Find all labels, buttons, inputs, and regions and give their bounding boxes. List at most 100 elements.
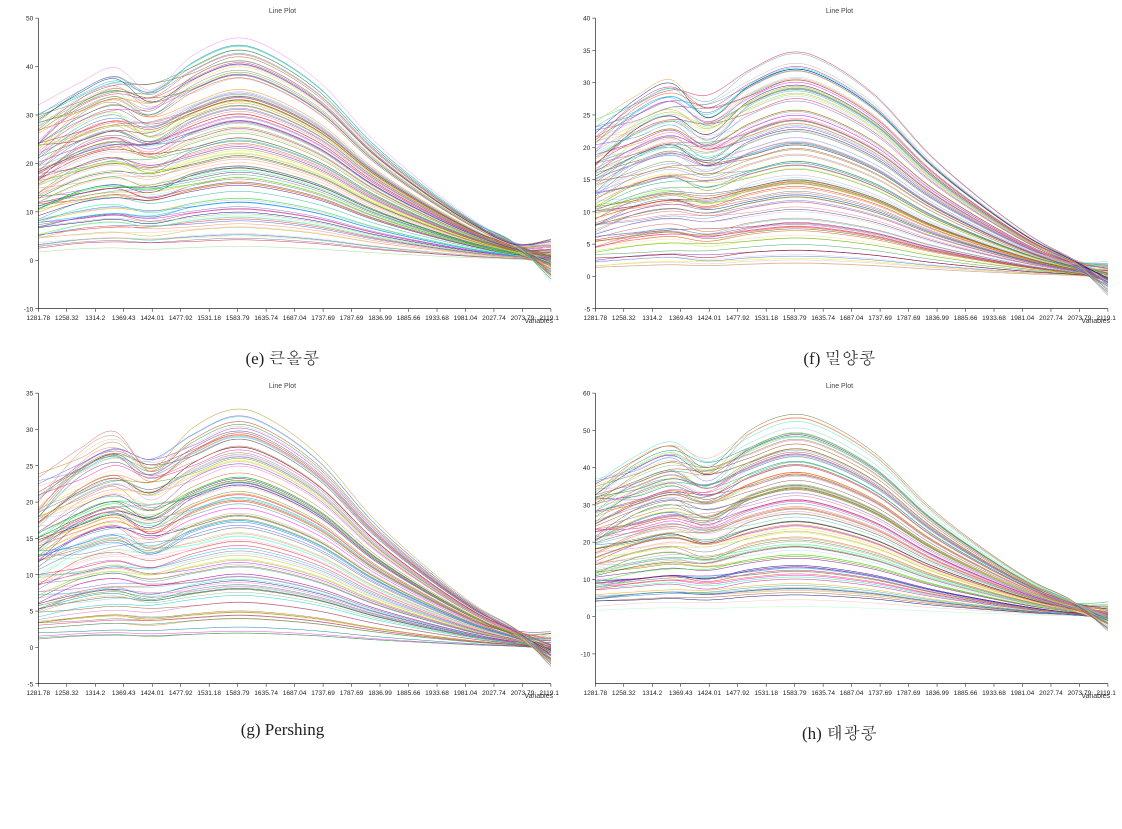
svg-text:1531.18: 1531.18 <box>754 315 778 322</box>
svg-text:-5: -5 <box>27 681 33 688</box>
svg-text:1737.69: 1737.69 <box>311 315 335 322</box>
chart-wrap-h: Line Plot -10 0 10 20 30 40 50 60 1281.78 1258.32… <box>563 381 1116 714</box>
chart-wrap-e: Line Plot -10010203040501281.781258.3213… <box>6 6 559 339</box>
caption-e: (e) 큰올콩 <box>245 345 319 369</box>
chart-title: Line Plot <box>826 383 853 390</box>
svg-text:1477.92: 1477.92 <box>726 315 750 322</box>
svg-text:1981.04: 1981.04 <box>454 690 478 697</box>
x-axis-label: Variables <box>524 693 553 700</box>
svg-text:1314.2: 1314.2 <box>85 315 105 322</box>
svg-text:1635.74: 1635.74 <box>811 315 835 322</box>
svg-text:1787.69: 1787.69 <box>897 690 921 697</box>
svg-text:1885.66: 1885.66 <box>954 315 978 322</box>
chart-title: Line Plot <box>269 383 296 390</box>
svg-text:35: 35 <box>583 48 591 55</box>
svg-text:50: 50 <box>583 428 591 435</box>
svg-text:20: 20 <box>583 540 591 547</box>
svg-text:40: 40 <box>583 465 591 472</box>
svg-text:50: 50 <box>26 16 34 23</box>
chart-title: Line Plot <box>826 8 853 15</box>
svg-text:1314.2: 1314.2 <box>85 690 105 697</box>
svg-text:25: 25 <box>583 113 591 120</box>
svg-text:1424.01: 1424.01 <box>140 315 164 322</box>
svg-text:1933.68: 1933.68 <box>982 690 1006 697</box>
svg-text:0: 0 <box>30 258 34 265</box>
svg-text:1424.01: 1424.01 <box>140 690 164 697</box>
svg-text:20: 20 <box>583 145 591 152</box>
svg-text:1836.99: 1836.99 <box>925 315 949 322</box>
x-axis-label: Variables <box>1081 693 1110 700</box>
svg-text:1583.79: 1583.79 <box>226 315 250 322</box>
svg-text:5: 5 <box>30 609 34 616</box>
svg-text:30: 30 <box>583 502 591 509</box>
svg-text:0: 0 <box>30 645 34 652</box>
svg-text:1369.43: 1369.43 <box>669 690 693 697</box>
svg-text:2027.74: 2027.74 <box>482 690 506 697</box>
svg-text:1477.92: 1477.92 <box>169 690 193 697</box>
svg-text:25: 25 <box>26 463 34 470</box>
svg-text:1369.43: 1369.43 <box>112 315 136 322</box>
svg-text:0: 0 <box>587 274 591 281</box>
svg-text:1424.01: 1424.01 <box>697 315 721 322</box>
svg-text:10: 10 <box>583 577 591 584</box>
svg-text:1477.92: 1477.92 <box>726 690 750 697</box>
svg-text:0: 0 <box>587 614 591 621</box>
svg-text:1687.04: 1687.04 <box>283 690 307 697</box>
svg-text:-5: -5 <box>584 306 590 313</box>
svg-text:1583.79: 1583.79 <box>783 315 807 322</box>
svg-text:1424.01: 1424.01 <box>697 690 721 697</box>
svg-text:1369.43: 1369.43 <box>112 690 136 697</box>
svg-text:1314.2: 1314.2 <box>642 690 662 697</box>
svg-text:1981.04: 1981.04 <box>454 315 478 322</box>
svg-text:10: 10 <box>583 209 591 216</box>
svg-text:1635.74: 1635.74 <box>254 690 278 697</box>
svg-text:20: 20 <box>26 500 34 507</box>
panel-h: Line Plot -10 0 10 20 30 40 50 60 1281.78 1258.32… <box>563 381 1116 754</box>
svg-text:1737.69: 1737.69 <box>868 315 892 322</box>
chart-svg-g: -5051015202530351281.781258.321314.21369… <box>6 381 559 714</box>
x-axis-label: Variables <box>524 318 553 325</box>
panel-f: Line Plot -505101520253035401281.781258.… <box>563 6 1116 379</box>
panel-g: Line Plot -5051015202530351281.781258.32… <box>6 381 559 754</box>
svg-text:1787.69: 1787.69 <box>340 315 364 322</box>
svg-text:20: 20 <box>26 161 34 168</box>
x-axis-label: Variables <box>1081 318 1110 325</box>
svg-text:35: 35 <box>26 391 34 398</box>
svg-text:1687.04: 1687.04 <box>283 315 307 322</box>
panel-e: Line Plot -10010203040501281.781258.3213… <box>6 6 559 379</box>
svg-text:1687.04: 1687.04 <box>840 690 864 697</box>
svg-text:1737.69: 1737.69 <box>868 690 892 697</box>
svg-text:1885.66: 1885.66 <box>397 690 421 697</box>
svg-text:10: 10 <box>26 209 34 216</box>
svg-text:1281.78: 1281.78 <box>583 690 607 697</box>
svg-text:1981.04: 1981.04 <box>1011 690 1035 697</box>
svg-text:1836.99: 1836.99 <box>368 690 392 697</box>
svg-text:1885.66: 1885.66 <box>954 690 978 697</box>
svg-text:1836.99: 1836.99 <box>368 315 392 322</box>
svg-text:1281.78: 1281.78 <box>583 315 607 322</box>
svg-text:1933.68: 1933.68 <box>982 315 1006 322</box>
svg-text:1635.74: 1635.74 <box>254 315 278 322</box>
svg-text:10: 10 <box>26 572 34 579</box>
svg-text:30: 30 <box>26 113 34 120</box>
svg-text:1933.68: 1933.68 <box>425 690 449 697</box>
svg-text:1281.78: 1281.78 <box>26 690 50 697</box>
svg-text:1258.32: 1258.32 <box>612 690 636 697</box>
svg-text:2027.74: 2027.74 <box>1039 690 1063 697</box>
svg-text:1981.04: 1981.04 <box>1011 315 1035 322</box>
svg-text:1369.43: 1369.43 <box>669 315 693 322</box>
chart-title: Line Plot <box>269 8 296 15</box>
svg-text:1687.04: 1687.04 <box>840 315 864 322</box>
svg-text:-10: -10 <box>581 651 591 658</box>
svg-text:40: 40 <box>583 16 591 23</box>
svg-text:1885.66: 1885.66 <box>397 315 421 322</box>
svg-text:1477.92: 1477.92 <box>169 315 193 322</box>
svg-text:15: 15 <box>26 536 34 543</box>
caption-g: (g) Pershing <box>241 720 325 740</box>
svg-text:1531.18: 1531.18 <box>197 690 221 697</box>
svg-text:5: 5 <box>587 242 591 249</box>
svg-text:1737.69: 1737.69 <box>311 690 335 697</box>
svg-text:1258.32: 1258.32 <box>55 315 79 322</box>
svg-text:1635.74: 1635.74 <box>811 690 835 697</box>
svg-text:60: 60 <box>583 391 591 398</box>
